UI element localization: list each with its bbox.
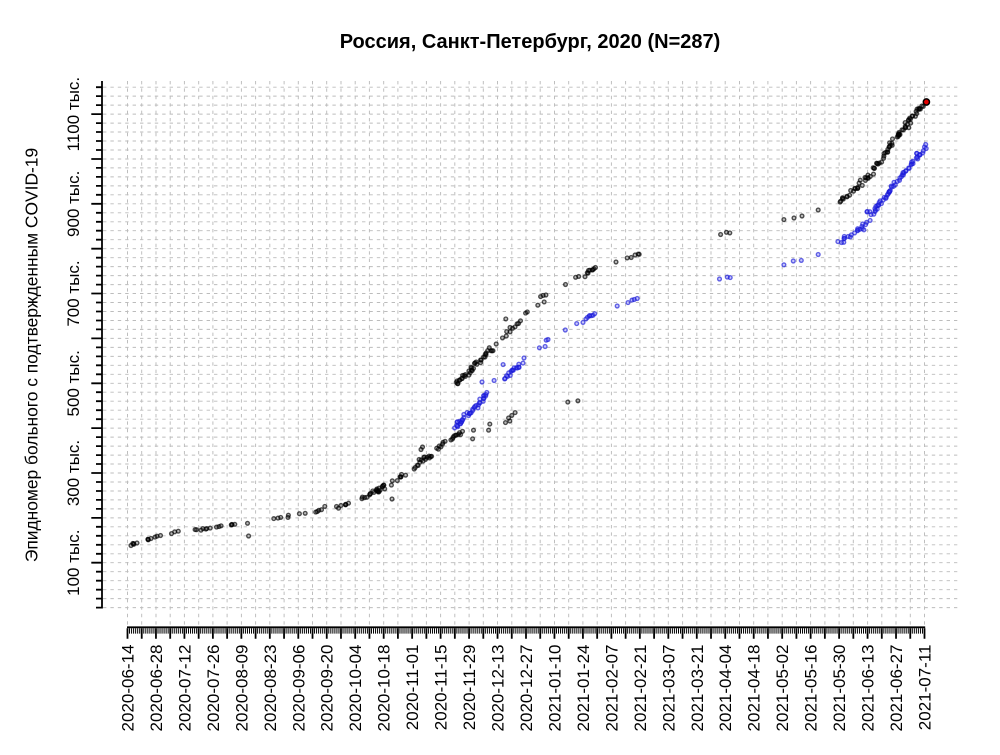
svg-text:100 тыс.: 100 тыс. <box>64 530 83 596</box>
svg-text:2020-12-13: 2020-12-13 <box>489 645 508 732</box>
svg-text:2020-09-20: 2020-09-20 <box>318 645 337 732</box>
svg-text:2020-10-04: 2020-10-04 <box>346 645 365 732</box>
svg-text:2020-10-18: 2020-10-18 <box>375 645 394 732</box>
svg-text:2020-06-14: 2020-06-14 <box>119 645 138 732</box>
svg-text:2021-04-18: 2021-04-18 <box>745 645 764 732</box>
svg-text:Эпидномер больного с подтвержд: Эпидномер больного с подтвержденным COVI… <box>22 148 42 562</box>
svg-text:2020-11-15: 2020-11-15 <box>432 645 451 731</box>
svg-text:2021-05-02: 2021-05-02 <box>773 645 792 732</box>
svg-text:2021-03-07: 2021-03-07 <box>659 645 678 732</box>
svg-text:2021-02-21: 2021-02-21 <box>631 645 650 732</box>
svg-text:1100 тыс.: 1100 тыс. <box>64 77 83 152</box>
svg-text:300 тыс.: 300 тыс. <box>64 440 83 506</box>
svg-text:2020-07-12: 2020-07-12 <box>175 645 194 732</box>
svg-text:2021-03-21: 2021-03-21 <box>688 645 707 732</box>
svg-text:500 тыс.: 500 тыс. <box>64 350 83 416</box>
svg-text:700 тыс.: 700 тыс. <box>64 260 83 326</box>
svg-text:2020-09-06: 2020-09-06 <box>289 645 308 732</box>
svg-text:2020-12-27: 2020-12-27 <box>517 645 536 732</box>
svg-text:2020-11-29: 2020-11-29 <box>460 645 479 731</box>
svg-text:2021-05-30: 2021-05-30 <box>830 645 849 732</box>
svg-text:2021-02-07: 2021-02-07 <box>602 645 621 732</box>
svg-text:2020-07-26: 2020-07-26 <box>204 645 223 732</box>
svg-text:2020-11-01: 2020-11-01 <box>403 645 422 731</box>
svg-text:2021-06-27: 2021-06-27 <box>887 645 906 732</box>
svg-text:2020-06-28: 2020-06-28 <box>147 645 166 732</box>
svg-text:2021-06-13: 2021-06-13 <box>859 645 878 732</box>
svg-text:Россия, Санкт-Петербург, 2020: Россия, Санкт-Петербург, 2020 (N=287) <box>340 31 721 53</box>
svg-text:2020-08-09: 2020-08-09 <box>232 645 251 732</box>
svg-text:2021-01-24: 2021-01-24 <box>574 645 593 732</box>
svg-text:2020-08-23: 2020-08-23 <box>261 645 280 732</box>
svg-text:2021-07-11: 2021-07-11 <box>916 645 935 731</box>
svg-text:2021-04-04: 2021-04-04 <box>716 645 735 732</box>
svg-text:2021-05-16: 2021-05-16 <box>802 645 821 732</box>
svg-text:2021-01-10: 2021-01-10 <box>546 645 565 732</box>
svg-text:900 тыс.: 900 тыс. <box>64 171 83 237</box>
